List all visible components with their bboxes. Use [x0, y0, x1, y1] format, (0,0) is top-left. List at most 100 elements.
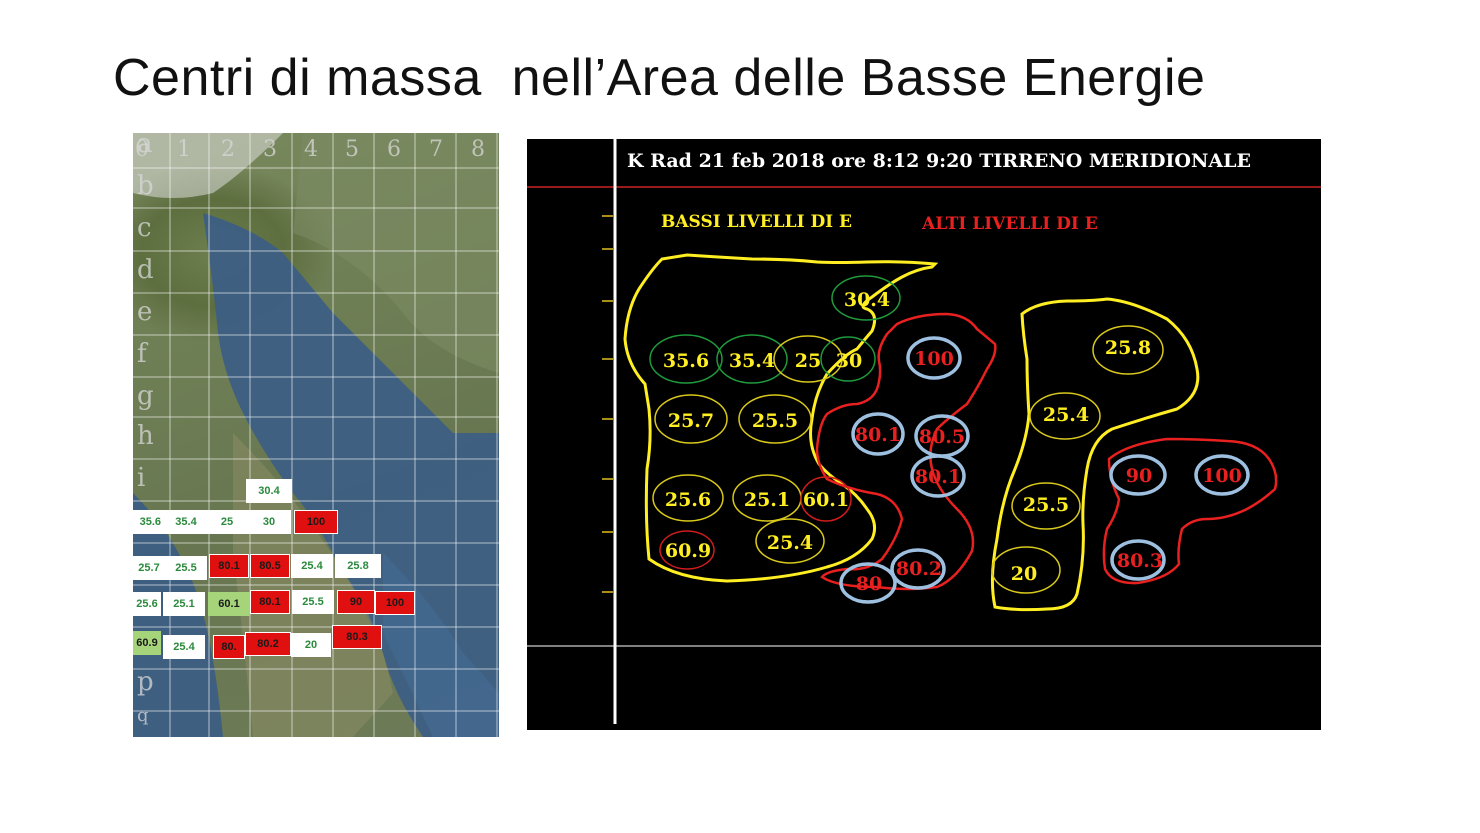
map-value-cell: 100 — [294, 510, 338, 534]
map-col-label: 0 — [135, 137, 149, 162]
marker-ring — [659, 530, 715, 570]
radar-axis-ticks — [602, 215, 613, 593]
marker-ring — [831, 275, 901, 321]
map-value-cell: 60.1 — [208, 592, 250, 616]
marker-labels: 30.4 35.6 35.4 25 30 25.7 25.5 25.6 25.1… — [663, 289, 1242, 595]
marker-ring — [773, 335, 843, 383]
map-value-cell: 100 — [375, 591, 415, 615]
marker-ring — [906, 336, 962, 380]
marker-label: 80.1 — [855, 424, 901, 446]
high-marker-rings — [839, 336, 1250, 604]
radar-drawing: K Rad 21 feb 2018 ore 8:12 9:20 TIRRENO … — [527, 139, 1321, 724]
map-value-cell: 35.6 — [133, 510, 165, 534]
marker-label: 80.3 — [1117, 550, 1163, 572]
marker-ring — [649, 334, 723, 384]
marker-rings — [649, 275, 1164, 594]
map-col-label: 3 — [263, 137, 277, 162]
marker-ring — [654, 394, 728, 444]
map-value-cell: 25.6 — [133, 592, 161, 616]
map-value-cell: 80.1 — [209, 554, 249, 578]
map-value-cell: 60.9 — [133, 631, 161, 655]
marker-label: 25.4 — [1043, 404, 1089, 426]
marker-ring — [652, 474, 724, 522]
map-value-cell: 25.1 — [163, 592, 205, 616]
map-col-label: 5 — [345, 137, 359, 162]
legend-high: ALTI LIVELLI DI E — [921, 214, 1098, 234]
marker-label: 60.9 — [665, 540, 711, 562]
low-energy-region-east — [990, 297, 1200, 612]
marker-label: 25.8 — [1105, 337, 1151, 359]
marker-ring — [1110, 539, 1166, 581]
marker-label: 35.6 — [663, 350, 709, 372]
marker-ring — [1109, 454, 1167, 496]
map-row-label: q — [137, 705, 149, 726]
low-energy-region-west — [623, 253, 939, 583]
map-value-cell: 80.2 — [245, 632, 291, 656]
map-value-cell: 80.3 — [332, 625, 382, 649]
slide-title: Centri di massa nell’Area delle Basse En… — [113, 49, 1206, 107]
map-value-cell: 30.4 — [246, 479, 292, 503]
marker-ring — [1092, 325, 1164, 375]
marker-label: 20 — [1011, 563, 1037, 585]
map-col-label: 7 — [429, 137, 443, 162]
marker-label: 25.1 — [744, 489, 790, 511]
radar-header: K Rad 21 feb 2018 ore 8:12 9:20 TIRRENO … — [627, 150, 1251, 172]
marker-ring — [851, 412, 905, 456]
map-value-cell: 80.5 — [250, 554, 290, 578]
marker-label: 25.5 — [1023, 494, 1069, 516]
marker-label: 35.4 — [729, 350, 775, 372]
map-value-cell: 25.5 — [292, 590, 334, 614]
marker-label: 100 — [1202, 465, 1242, 487]
map-row-label: e — [137, 297, 153, 327]
map-row-label: a — [137, 133, 153, 159]
marker-ring — [890, 548, 946, 590]
marker-ring — [1011, 482, 1081, 530]
marker-label: 90 — [1126, 465, 1152, 487]
marker-ring — [1194, 454, 1250, 496]
map-value-cell: 25 — [207, 510, 247, 534]
marker-label: 25.5 — [752, 410, 798, 432]
marker-label: 80.5 — [919, 426, 965, 448]
map-value-cell: 30 — [247, 510, 291, 534]
marker-label: 30 — [836, 350, 862, 372]
map-value-cell: 25.8 — [335, 554, 381, 578]
map-row-label: g — [137, 381, 154, 411]
marker-ring — [839, 562, 897, 604]
map-value-cell: 35.4 — [165, 510, 207, 534]
map-value-cell: 80.1 — [250, 590, 290, 614]
map-row-label: d — [137, 255, 154, 285]
marker-label: 25.4 — [767, 532, 813, 554]
map-col-label: 6 — [387, 137, 401, 162]
map-value-cell: 25.5 — [165, 556, 207, 580]
map-value-cell: 25.4 — [291, 554, 333, 578]
marker-ring — [820, 336, 876, 382]
map-value-cell: 80. — [213, 635, 245, 659]
marker-label: 100 — [914, 348, 954, 370]
marker-ring — [800, 476, 852, 522]
marker-label: 25 — [795, 350, 821, 372]
map-col-label: 2 — [221, 137, 235, 162]
map-row-label: p — [137, 667, 154, 697]
marker-ring — [991, 546, 1061, 594]
map-row-label: f — [137, 339, 147, 369]
marker-label: 80.1 — [915, 466, 961, 488]
radar-panel: K Rad 21 feb 2018 ore 8:12 9:20 TIRRENO … — [527, 139, 1321, 730]
marker-label: 80.2 — [896, 558, 942, 580]
map-value-cell: 20 — [291, 633, 331, 657]
map-col-label: 8 — [471, 137, 485, 162]
marker-ring — [1029, 392, 1101, 440]
marker-ring — [910, 454, 966, 498]
marker-label: 30.4 — [844, 289, 890, 311]
marker-ring — [738, 394, 812, 444]
map-row-label: c — [137, 213, 152, 243]
marker-label: 80 — [856, 573, 882, 595]
map-value-cell: 25.4 — [163, 635, 205, 659]
marker-label: 25.7 — [668, 410, 714, 432]
map-col-label: 4 — [304, 137, 318, 162]
map-value-cell: 25.7 — [133, 556, 165, 580]
map-row-label: i — [137, 463, 146, 493]
marker-ring — [716, 334, 788, 384]
marker-label: 25.6 — [665, 489, 711, 511]
map-col-label: 1 — [177, 137, 191, 162]
map-value-cell: 90 — [337, 590, 375, 614]
